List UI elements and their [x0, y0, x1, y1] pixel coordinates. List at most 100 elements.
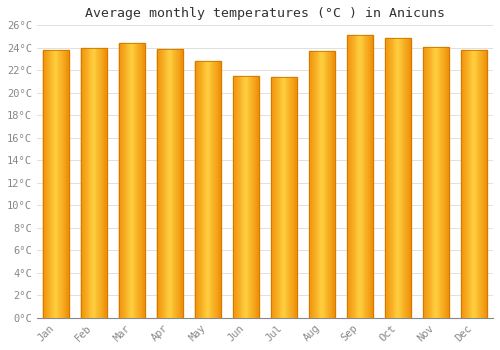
Bar — [386, 38, 388, 318]
Bar — [348, 35, 350, 318]
Bar — [140, 43, 141, 318]
Bar — [400, 38, 402, 318]
Bar — [121, 43, 122, 318]
Bar — [255, 76, 256, 318]
Bar — [406, 38, 407, 318]
Bar — [293, 77, 294, 318]
Bar — [131, 43, 132, 318]
Bar — [478, 50, 480, 318]
Bar — [294, 77, 296, 318]
Bar — [66, 50, 68, 318]
Bar — [123, 43, 124, 318]
Bar — [130, 43, 131, 318]
Bar — [326, 51, 328, 318]
Bar — [408, 38, 410, 318]
Bar — [396, 38, 397, 318]
Bar — [391, 38, 392, 318]
Bar — [476, 50, 478, 318]
Bar — [122, 43, 123, 318]
Bar — [278, 77, 280, 318]
Bar — [100, 48, 101, 318]
Bar — [247, 76, 248, 318]
Bar — [47, 50, 48, 318]
Bar — [384, 38, 386, 318]
Bar — [204, 61, 205, 318]
Bar — [481, 50, 482, 318]
Bar — [163, 49, 164, 318]
Bar — [248, 76, 250, 318]
Bar — [118, 43, 145, 318]
Bar — [179, 49, 180, 318]
Bar — [390, 38, 391, 318]
Bar — [194, 61, 196, 318]
Bar — [175, 49, 176, 318]
Bar — [354, 35, 356, 318]
Bar — [239, 76, 240, 318]
Bar — [428, 47, 429, 318]
Bar — [467, 50, 468, 318]
Bar — [56, 50, 58, 318]
Bar — [63, 50, 64, 318]
Bar — [45, 50, 46, 318]
Bar — [240, 76, 242, 318]
Bar — [60, 50, 61, 318]
Bar — [92, 48, 93, 318]
Bar — [166, 49, 167, 318]
Bar — [346, 35, 374, 318]
Bar — [42, 50, 43, 318]
Bar — [434, 47, 435, 318]
Bar — [118, 43, 120, 318]
Bar — [258, 76, 259, 318]
Bar — [176, 49, 177, 318]
Bar — [80, 48, 107, 318]
Bar — [328, 51, 329, 318]
Bar — [284, 77, 285, 318]
Bar — [316, 51, 318, 318]
Bar — [351, 35, 352, 318]
Bar — [280, 77, 281, 318]
Bar — [274, 77, 275, 318]
Bar — [270, 77, 297, 318]
Bar — [470, 50, 472, 318]
Bar — [172, 49, 174, 318]
Bar — [213, 61, 214, 318]
Bar — [94, 48, 96, 318]
Bar — [350, 35, 351, 318]
Bar — [331, 51, 332, 318]
Bar — [170, 49, 171, 318]
Bar — [160, 49, 161, 318]
Bar — [321, 51, 322, 318]
Bar — [394, 38, 396, 318]
Bar — [91, 48, 92, 318]
Bar — [169, 49, 170, 318]
Bar — [206, 61, 207, 318]
Bar — [62, 50, 63, 318]
Bar — [93, 48, 94, 318]
Bar — [137, 43, 138, 318]
Bar — [277, 77, 278, 318]
Bar — [106, 48, 107, 318]
Bar — [220, 61, 221, 318]
Bar — [448, 47, 450, 318]
Bar — [296, 77, 297, 318]
Bar — [61, 50, 62, 318]
Bar — [359, 35, 360, 318]
Bar — [427, 47, 428, 318]
Bar — [482, 50, 483, 318]
Bar — [256, 76, 258, 318]
Bar — [234, 76, 236, 318]
Bar — [440, 47, 442, 318]
Bar — [210, 61, 212, 318]
Bar — [90, 48, 91, 318]
Bar — [138, 43, 139, 318]
Bar — [402, 38, 404, 318]
Bar — [251, 76, 252, 318]
Bar — [126, 43, 128, 318]
Bar — [483, 50, 484, 318]
Bar — [312, 51, 313, 318]
Bar — [372, 35, 374, 318]
Bar — [159, 49, 160, 318]
Bar — [286, 77, 288, 318]
Bar — [475, 50, 476, 318]
Bar — [389, 38, 390, 318]
